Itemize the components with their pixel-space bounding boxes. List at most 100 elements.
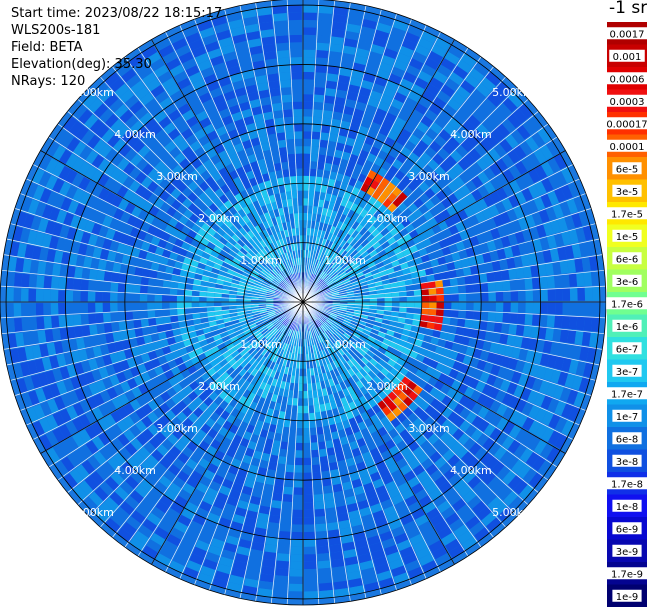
gate-cell (352, 315, 361, 321)
gate-cell (516, 124, 531, 140)
gate-cell (390, 354, 400, 363)
gate-cell (502, 312, 511, 323)
gate-cell (312, 464, 321, 473)
gate-cell (311, 322, 316, 330)
gate-cell (420, 314, 429, 322)
gate-cell (576, 272, 585, 287)
gate-cell (472, 368, 484, 380)
gate-cell (321, 238, 327, 247)
gate-cell (409, 330, 418, 339)
gate-cell (329, 285, 337, 290)
gate-cell (390, 417, 402, 428)
gate-cell (303, 472, 313, 481)
gate-cell (148, 278, 157, 287)
gate-cell (347, 502, 359, 513)
gate-cell (314, 336, 319, 345)
gate-cell (487, 281, 496, 292)
gate-cell (434, 37, 451, 51)
gate-cell (350, 277, 359, 284)
gate-cell (476, 103, 492, 118)
gate-cell (359, 208, 369, 218)
gate-cell (328, 529, 341, 539)
gate-cell (482, 437, 496, 451)
gate-cell (492, 480, 508, 496)
gate-cell (358, 553, 373, 564)
gate-cell (410, 109, 424, 121)
gate-cell (435, 316, 444, 324)
gate-cell (169, 302, 177, 309)
gate-cell (320, 124, 331, 134)
gate-cell (269, 454, 279, 464)
gate-cell (293, 338, 298, 346)
gate-cell (358, 278, 367, 284)
gate-cell (316, 252, 322, 261)
gate-cell (199, 476, 212, 488)
gate-cell (373, 209, 383, 219)
gate-cell (360, 411, 370, 421)
gate-cell (337, 269, 345, 276)
gate-cell (269, 424, 277, 433)
gate-cell (366, 407, 376, 418)
gate-cell (498, 485, 513, 501)
gate-cell (353, 286, 361, 291)
gate-cell (510, 302, 519, 313)
gate-cell (300, 339, 303, 347)
gate-cell (457, 105, 472, 120)
gate-cell (359, 261, 368, 269)
gate-cell (532, 289, 541, 301)
gate-cell (456, 503, 472, 518)
gate-cell (343, 548, 357, 559)
gate-cell (369, 305, 378, 310)
gate-cell (477, 184, 489, 198)
gate-cell (434, 345, 445, 355)
gate-cell (371, 83, 385, 94)
gate-cell (345, 563, 361, 574)
gate-cell (381, 240, 390, 250)
gate-cell (324, 239, 330, 248)
gate-cell (405, 238, 416, 248)
gate-cell (489, 250, 499, 262)
gate-cell (455, 326, 465, 336)
gate-cell (403, 323, 412, 331)
ray (303, 210, 590, 302)
gate-cell (504, 345, 514, 357)
gate-cell (274, 27, 288, 37)
gate-cell (28, 303, 37, 317)
gate-cell (380, 367, 390, 377)
gate-cell (89, 324, 98, 336)
ray (303, 302, 597, 363)
gate-cell (424, 109, 438, 122)
gate-cell (266, 408, 275, 417)
gate-cell (424, 57, 440, 70)
gate-cell (402, 361, 413, 371)
gate-cell (323, 289, 331, 294)
gate-cell (43, 289, 51, 302)
gate-cell (303, 79, 314, 87)
gate-cell (405, 64, 420, 77)
gate-cell (429, 488, 443, 501)
gate-cell (503, 490, 519, 506)
gate-cell (282, 494, 293, 503)
gate-cell (370, 268, 380, 276)
gate-cell (411, 482, 425, 495)
gate-cell (434, 456, 448, 469)
gate-cell (473, 292, 482, 302)
gate-cell (276, 348, 282, 357)
gate-cell (296, 428, 303, 436)
gate-cell (383, 505, 397, 517)
gate-cell (351, 407, 361, 418)
gate-cell (464, 73, 480, 88)
gate-cell (262, 491, 273, 500)
gate-cell (486, 92, 502, 107)
gate-cell (203, 558, 219, 571)
gate-cell (393, 59, 408, 71)
gate-cell (289, 576, 303, 585)
gate-cell (369, 358, 378, 367)
gate-cell (346, 311, 354, 316)
gate-cell (297, 190, 303, 199)
gate-cell (364, 392, 373, 402)
gate-cell (285, 471, 295, 480)
ray (303, 271, 600, 302)
gate-cell (397, 539, 412, 552)
gate-cell (346, 23, 361, 34)
